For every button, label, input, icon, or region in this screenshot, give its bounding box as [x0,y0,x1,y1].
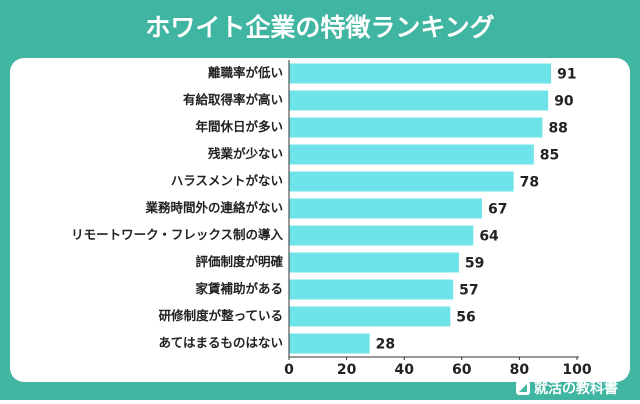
y-tick-label: 評価制度が明確 [195,254,283,269]
y-tick-label: リモートワーク・フレックス制の導入 [71,227,283,242]
y-tick-label: あてはまるものはない [158,335,283,350]
y-tick-label: 業務時間外の連絡がない [144,200,283,215]
bar [289,144,534,165]
brand-logo: 就活の教科書 [516,380,618,397]
bar [289,225,474,246]
value-label: 57 [459,283,478,299]
y-tick-label: 家賃補助がある [195,281,283,296]
y-tick-label: 残業が少ない [208,146,283,161]
x-tick-label: 60 [452,362,472,378]
bar [289,252,459,273]
value-label: 67 [488,202,507,218]
brand-name: 就活の教科書 [534,380,618,397]
x-tick-label: 100 [562,362,591,378]
y-tick-label: ハラスメントがない [171,173,283,188]
y-tick-label: 有給取得率が高い [183,92,283,107]
bar [289,171,514,192]
value-label: 88 [548,121,567,137]
chart-title: ホワイト企業の特徴ランキング [145,13,494,42]
y-tick-label: 年間休日が多い [195,119,283,134]
x-tick-label: 40 [394,362,414,378]
x-tick-label: 0 [284,362,294,378]
value-label: 59 [465,256,484,272]
y-tick-label: 離職率が低い [208,65,283,80]
brand-icon-mark [519,384,527,392]
y-tick-label: 研修制度が整っている [159,308,283,323]
value-label: 85 [540,148,559,164]
value-label: 28 [376,337,395,353]
value-label: 56 [456,310,475,326]
bar [289,90,549,111]
x-tick-label: 20 [337,362,357,378]
bar [289,117,543,138]
value-label: 91 [557,67,576,83]
bar [289,198,482,219]
panel [10,58,630,382]
value-label: 64 [479,229,499,245]
x-tick-label: 80 [510,362,530,378]
bar [289,279,454,300]
bar [289,63,552,84]
value-label: 90 [554,94,574,110]
bar [289,333,370,354]
value-label: 78 [520,175,539,191]
bar [289,306,451,327]
